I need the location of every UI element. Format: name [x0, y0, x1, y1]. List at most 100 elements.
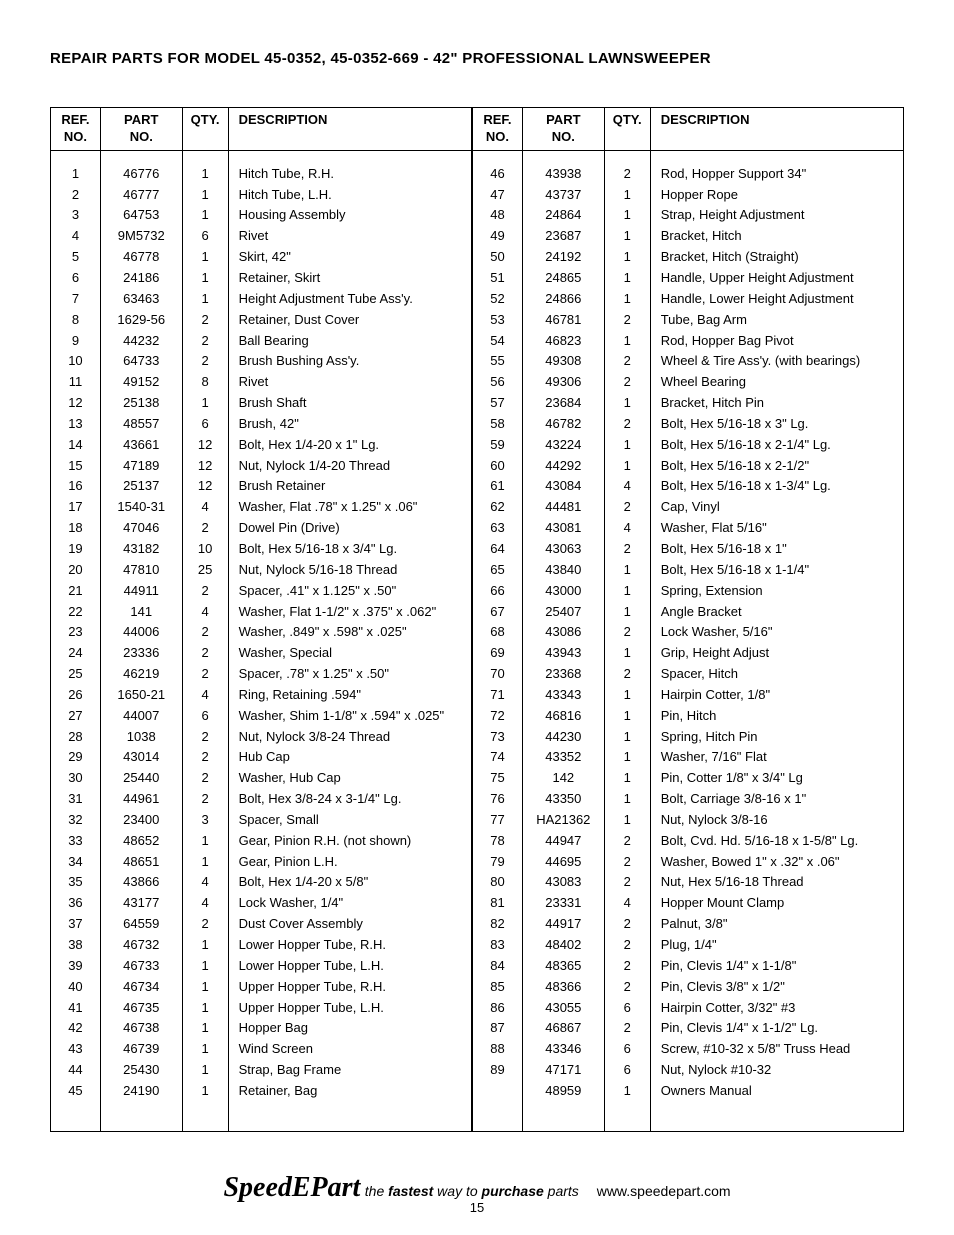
cell-qty: 2 [604, 977, 650, 998]
cell-part: 46734 [100, 977, 182, 998]
cell-qty: 1 [604, 247, 650, 268]
cell-part: 43343 [522, 685, 604, 706]
cell-desc: Angle Bracket [650, 602, 903, 623]
cell-part: 43086 [522, 622, 604, 643]
cell-part: 43346 [522, 1039, 604, 1060]
cell-qty: 4 [182, 872, 228, 893]
cell-qty: 2 [182, 622, 228, 643]
table-row: 2810382Nut, Nylock 3/8-24 Thread [51, 727, 472, 748]
cell-part: 46739 [100, 1039, 182, 1060]
table-row: 65438401Bolt, Hex 5/16-18 x 1-1/4" [473, 560, 904, 581]
table-row: 52248661Handle, Lower Height Adjustment [473, 289, 904, 310]
cell-part: 141 [100, 602, 182, 623]
cell-part: 46735 [100, 998, 182, 1019]
table-row: 78449472Bolt, Cvd. Hd. 5/16-18 x 1-5/8" … [473, 831, 904, 852]
cell-desc: Owners Manual [650, 1081, 903, 1131]
cell-qty: 12 [182, 476, 228, 497]
table-row: 45241901Retainer, Bag [51, 1081, 472, 1131]
cell-qty: 2 [182, 914, 228, 935]
table-row: 43467391Wind Screen [51, 1039, 472, 1060]
table-row: 36431774Lock Washer, 1/4" [51, 893, 472, 914]
cell-desc: Bolt, Carriage 3/8-16 x 1" [650, 789, 903, 810]
cell-ref: 89 [473, 1060, 523, 1081]
cell-desc: Pin, Cotter 1/8" x 3/4" Lg [650, 768, 903, 789]
cell-qty: 1 [182, 1018, 228, 1039]
parts-tables-container: REF.NO. PARTNO. QTY. DESCRIPTION 1467761… [50, 107, 904, 1132]
cell-desc: Washer, Special [228, 643, 471, 664]
table-row: 63430814Washer, Flat 5/16" [473, 518, 904, 539]
cell-ref: 38 [51, 935, 101, 956]
cell-desc: Nut, Hex 5/16-18 Thread [650, 872, 903, 893]
table-row: 83484022Plug, 1/4" [473, 935, 904, 956]
header-ref: REF.NO. [473, 108, 523, 151]
cell-desc: Bolt, Hex 1/4-20 x 5/8" [228, 872, 471, 893]
cell-part: 43084 [522, 476, 604, 497]
cell-part: 24864 [522, 205, 604, 226]
table-row: 35438664Bolt, Hex 1/4-20 x 5/8" [51, 872, 472, 893]
table-row: 82449172Palnut, 3/8" [473, 914, 904, 935]
cell-ref: 1 [51, 150, 101, 184]
cell-ref: 9 [51, 331, 101, 352]
cell-ref: 52 [473, 289, 523, 310]
cell-desc: Washer, Flat .78" x 1.25" x .06" [228, 497, 471, 518]
table-row: 171540-314Washer, Flat .78" x 1.25" x .0… [51, 497, 472, 518]
cell-part: 64753 [100, 205, 182, 226]
cell-part: 64559 [100, 914, 182, 935]
table-row: 76433501Bolt, Carriage 3/8-16 x 1" [473, 789, 904, 810]
table-row: 55493082Wheel & Tire Ass'y. (with bearin… [473, 351, 904, 372]
cell-qty: 4 [182, 893, 228, 914]
tagline-text: the [365, 1183, 388, 1199]
table-row: 46439382Rod, Hopper Support 34" [473, 150, 904, 184]
table-row: 29430142Hub Cap [51, 747, 472, 768]
cell-qty: 6 [182, 706, 228, 727]
cell-desc: Strap, Height Adjustment [650, 205, 903, 226]
cell-desc: Palnut, 3/8" [650, 914, 903, 935]
tagline-text: parts [544, 1183, 579, 1199]
cell-ref: 51 [473, 268, 523, 289]
cell-part: 48366 [522, 977, 604, 998]
cell-desc: Bolt, Hex 1/4-20 x 1" Lg. [228, 435, 471, 456]
cell-part: 24190 [100, 1081, 182, 1131]
cell-qty: 1 [604, 768, 650, 789]
cell-part: 44695 [522, 852, 604, 873]
cell-part: 43352 [522, 747, 604, 768]
cell-desc: Bracket, Hitch Pin [650, 393, 903, 414]
cell-qty: 2 [604, 310, 650, 331]
cell-ref: 59 [473, 435, 523, 456]
cell-qty: 2 [604, 1018, 650, 1039]
cell-part: 44007 [100, 706, 182, 727]
cell-qty: 2 [182, 747, 228, 768]
table-row: 39467331Lower Hopper Tube, L.H. [51, 956, 472, 977]
cell-desc: Lower Hopper Tube, R.H. [228, 935, 471, 956]
cell-part: 46867 [522, 1018, 604, 1039]
table-row: 261650-214Ring, Retaining .594" [51, 685, 472, 706]
cell-qty: 2 [604, 414, 650, 435]
cell-desc: Hitch Tube, R.H. [228, 150, 471, 184]
header-part: PARTNO. [100, 108, 182, 151]
table-row: 69439431Grip, Height Adjust [473, 643, 904, 664]
cell-qty: 1 [182, 185, 228, 206]
cell-ref: 6 [51, 268, 101, 289]
header-ref: REF.NO. [51, 108, 101, 151]
cell-qty: 2 [604, 372, 650, 393]
cell-qty: 1 [182, 393, 228, 414]
cell-part: 43014 [100, 747, 182, 768]
cell-desc: Washer, 7/16" Flat [650, 747, 903, 768]
header-qty: QTY. [182, 108, 228, 151]
table-row: 37645592Dust Cover Assembly [51, 914, 472, 935]
cell-part: 43177 [100, 893, 182, 914]
cell-desc: Nut, Nylock 5/16-18 Thread [228, 560, 471, 581]
table-row: 12251381Brush Shaft [51, 393, 472, 414]
cell-ref: 81 [473, 893, 523, 914]
table-row: 5467781Skirt, 42" [51, 247, 472, 268]
cell-part: 24866 [522, 289, 604, 310]
cell-part: 43938 [522, 150, 604, 184]
cell-part: 44961 [100, 789, 182, 810]
cell-desc: Brush Bushing Ass'y. [228, 351, 471, 372]
cell-ref: 10 [51, 351, 101, 372]
cell-part: 46823 [522, 331, 604, 352]
cell-ref: 79 [473, 852, 523, 873]
cell-ref: 48 [473, 205, 523, 226]
cell-ref: 20 [51, 560, 101, 581]
cell-ref: 69 [473, 643, 523, 664]
